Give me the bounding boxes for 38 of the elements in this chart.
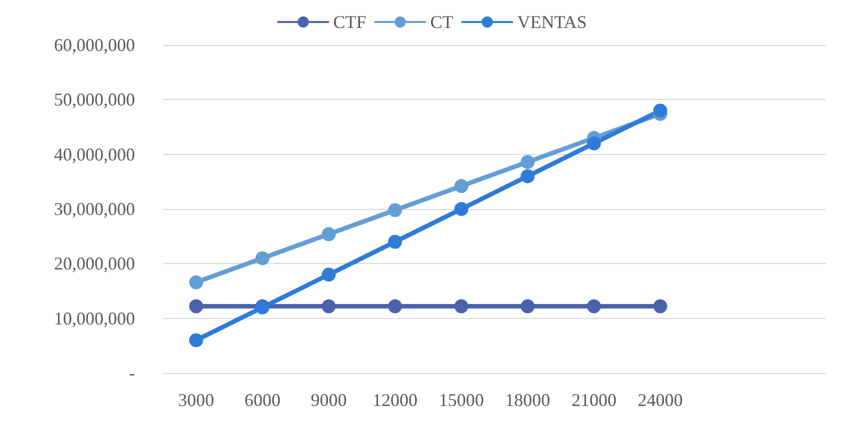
- point: [388, 234, 402, 249]
- legend-label: CT: [430, 12, 454, 32]
- point: [322, 299, 336, 314]
- y-tick-label: 60,000,000: [54, 35, 135, 55]
- y-tick-label: 10,000,000: [54, 308, 135, 328]
- point: [520, 169, 535, 184]
- x-tick-label: 24000: [638, 390, 683, 410]
- y-tick-label: 30,000,000: [54, 199, 135, 219]
- point: [586, 299, 601, 314]
- point: [322, 268, 336, 282]
- y-tick-label: 20,000,000: [54, 254, 135, 274]
- point: [189, 333, 204, 348]
- point: [454, 202, 468, 216]
- x-tick-label: 21000: [571, 390, 616, 410]
- point: [189, 275, 204, 290]
- point: [255, 251, 270, 266]
- point: [520, 299, 535, 314]
- point: [653, 299, 668, 314]
- x-tick-label: 18000: [505, 390, 550, 410]
- x-tick-label: 12000: [372, 390, 418, 410]
- point: [388, 299, 402, 314]
- point: [454, 179, 468, 194]
- x-tick-label: 6000: [244, 390, 280, 410]
- point: [388, 203, 402, 218]
- point: [520, 154, 535, 169]
- point: [189, 299, 204, 314]
- legend-label: CTF: [333, 12, 366, 32]
- point: [322, 227, 336, 242]
- point: [653, 104, 668, 118]
- point: [454, 299, 468, 314]
- x-tick-label: 9000: [310, 390, 347, 410]
- x-tick-label: 3000: [178, 390, 214, 410]
- y-tick-label: 50,000,000: [54, 90, 135, 110]
- x-tick-label: 15000: [438, 390, 484, 410]
- y-tick-label: 40,000,000: [54, 144, 135, 164]
- y-tick-label: -: [129, 363, 135, 383]
- point: [586, 136, 601, 150]
- legend-label: VENTAS: [517, 12, 587, 32]
